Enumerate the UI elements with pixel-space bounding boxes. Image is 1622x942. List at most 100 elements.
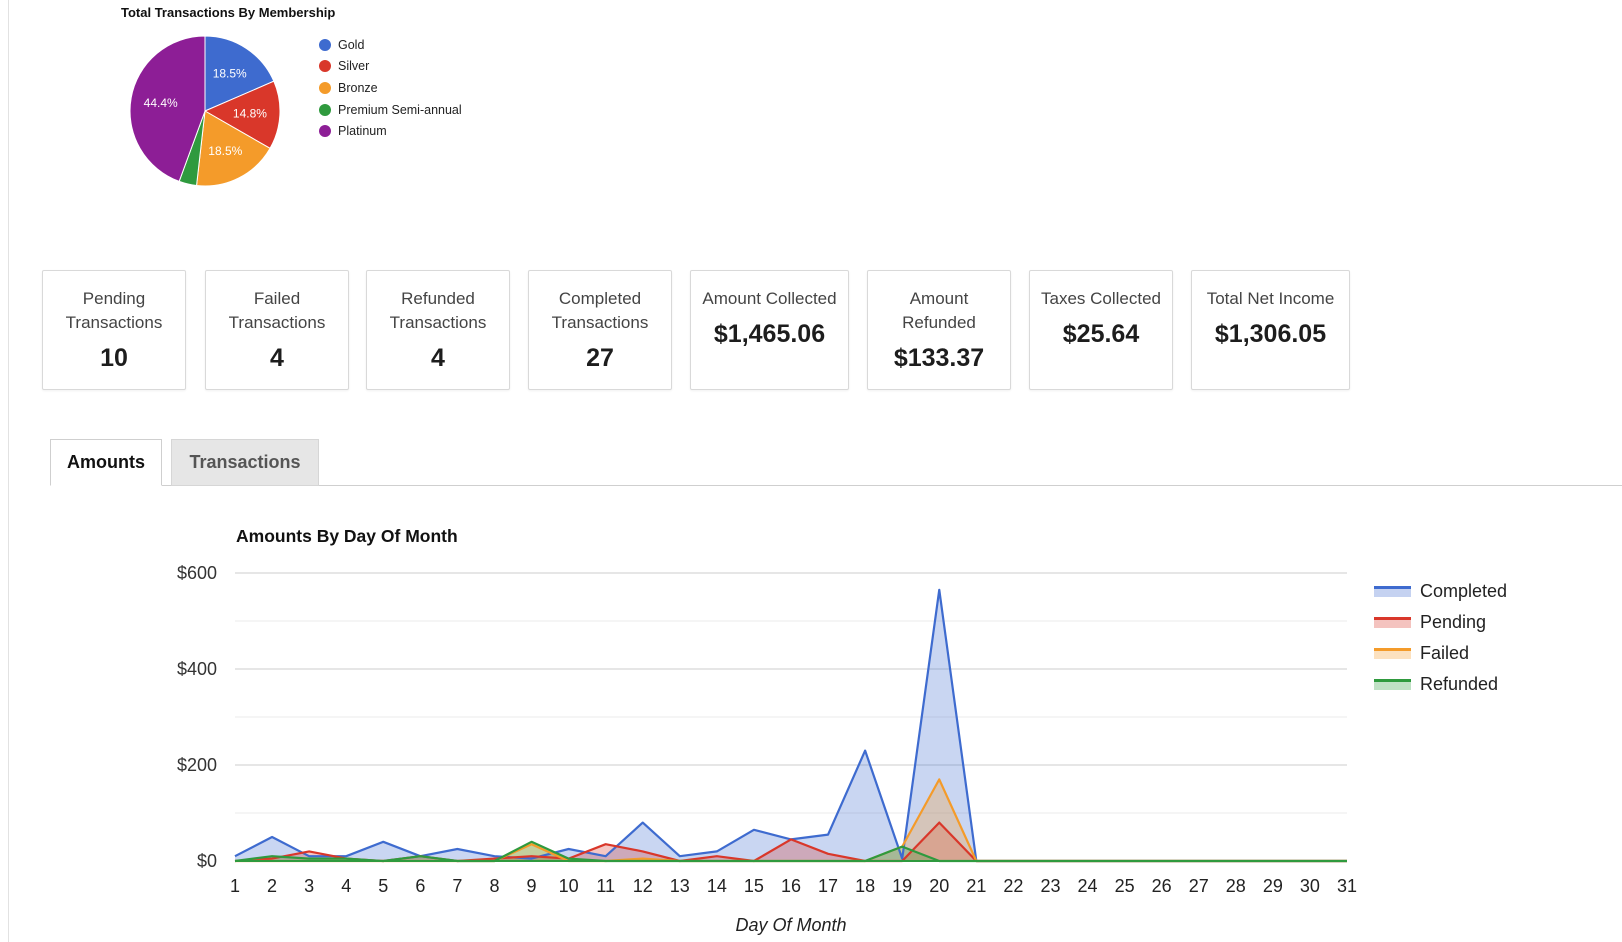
x-tick-label: 1 <box>230 876 240 896</box>
legend-swatch-icon <box>1374 648 1411 659</box>
stat-label: Refunded Transactions <box>389 289 487 332</box>
x-axis-title: Day Of Month <box>735 915 846 935</box>
x-tick-label: 18 <box>855 876 875 896</box>
pie-slice-label: 18.5% <box>208 144 242 158</box>
stat-value: 4 <box>270 344 284 372</box>
y-tick-label: $600 <box>177 563 217 583</box>
x-tick-label: 4 <box>341 876 351 896</box>
x-tick-label: 30 <box>1300 876 1320 896</box>
stat-label: Total Net Income <box>1206 289 1335 308</box>
pie-chart-title: Total Transactions By Membership <box>121 5 336 20</box>
x-tick-label: 26 <box>1152 876 1172 896</box>
line-legend-item-refunded[interactable]: Refunded <box>1374 669 1507 700</box>
pie-slice-label: 18.5% <box>213 66 247 80</box>
stat-label: Completed Transactions <box>551 289 649 332</box>
series-line-refunded <box>234 840 1347 863</box>
stat-card-failed-transactions: Failed Transactions 4 <box>205 270 349 390</box>
series-area-failed <box>235 779 1347 861</box>
stat-label: Failed Transactions <box>228 289 326 332</box>
stat-value: 4 <box>431 344 445 372</box>
series-line-pending <box>234 821 1347 863</box>
stat-card-completed-transactions: Completed Transactions 27 <box>528 270 672 390</box>
line-legend-item-completed[interactable]: Completed <box>1374 576 1507 607</box>
x-tick-label: 2 <box>267 876 277 896</box>
x-tick-label: 15 <box>744 876 764 896</box>
x-tick-label: 8 <box>489 876 499 896</box>
pie-legend-item-platinum[interactable]: Platinum <box>319 120 462 142</box>
x-tick-label: 12 <box>633 876 653 896</box>
x-tick-label: 31 <box>1337 876 1357 896</box>
series-area-pending <box>235 822 1347 861</box>
series-area-completed <box>235 589 1347 861</box>
x-tick-label: 29 <box>1263 876 1283 896</box>
series-area-refunded <box>235 841 1347 861</box>
x-tick-label: 13 <box>670 876 690 896</box>
x-tick-label: 17 <box>818 876 838 896</box>
x-tick-label: 21 <box>966 876 986 896</box>
x-tick-label: 19 <box>892 876 912 896</box>
legend-dot-icon <box>319 81 331 94</box>
stat-card-amount-refunded: Amount Refunded $133.37 <box>867 270 1011 390</box>
stat-value: $25.64 <box>1062 320 1140 348</box>
line-legend-label: Completed <box>1420 581 1508 601</box>
tab-transactions[interactable]: Transactions <box>171 439 319 486</box>
legend-dot-icon <box>319 38 331 51</box>
membership-pie-chart[interactable]: 18.5% 14.8% 18.5% 44.4% <box>130 36 280 186</box>
stat-card-total-net-income: Total Net Income $1,306.05 <box>1191 270 1350 390</box>
x-tick-label: 9 <box>527 876 537 896</box>
stat-card-taxes-collected: Taxes Collected $25.64 <box>1029 270 1173 390</box>
tab-bar-divider <box>50 485 1622 486</box>
stat-card-amount-collected: Amount Collected $1,465.06 <box>690 270 849 390</box>
line-chart-legend: Completed Pending Failed Refunded <box>1374 576 1507 700</box>
series-line-failed <box>235 778 1347 863</box>
pie-slice-platinum[interactable] <box>130 36 206 183</box>
stat-value: 10 <box>100 344 128 372</box>
x-tick-label: 16 <box>781 876 801 896</box>
x-tick-label: 14 <box>707 876 727 896</box>
stat-card-pending-transactions: Pending Transactions 10 <box>42 270 186 390</box>
x-tick-label: 27 <box>1189 876 1209 896</box>
stat-label: Amount Refunded <box>902 289 976 332</box>
y-tick-label: $400 <box>177 659 217 679</box>
line-legend-label: Pending <box>1420 612 1487 632</box>
x-tick-label: 5 <box>378 876 388 896</box>
pie-legend-item-gold[interactable]: Gold <box>319 34 462 56</box>
series-line-completed <box>234 588 1347 863</box>
left-border <box>8 0 9 942</box>
pie-slice-label: 14.8% <box>233 107 267 121</box>
stat-value: $133.37 <box>893 344 985 372</box>
pie-slice-gold[interactable] <box>204 36 275 112</box>
legend-dot-icon <box>319 60 331 73</box>
line-legend-label: Refunded <box>1420 674 1499 694</box>
stat-label: Amount Collected <box>702 289 837 308</box>
x-tick-label: 7 <box>452 876 462 896</box>
pie-legend-label: Gold <box>338 37 365 52</box>
pie-slice-silver[interactable] <box>203 80 280 150</box>
stat-card-refunded-transactions: Refunded Transactions 4 <box>366 270 510 390</box>
stat-label: Taxes Collected <box>1040 289 1161 308</box>
pie-slice-label: 44.4% <box>144 96 178 110</box>
legend-swatch-icon <box>1374 617 1411 628</box>
x-tick-label: 20 <box>929 876 949 896</box>
x-tick-label: 6 <box>415 876 425 896</box>
y-tick-label: $200 <box>177 755 217 775</box>
pie-legend-item-premium-semi-annual[interactable]: Premium Semi-annual <box>319 99 462 121</box>
line-legend-item-pending[interactable]: Pending <box>1374 607 1507 638</box>
x-tick-label: 10 <box>559 876 579 896</box>
x-tick-label: 3 <box>304 876 314 896</box>
line-chart-title: Amounts By Day Of Month <box>236 526 458 546</box>
stat-value: $1,465.06 <box>713 320 826 348</box>
line-legend-item-failed[interactable]: Failed <box>1374 638 1507 669</box>
pie-slice-bronze[interactable] <box>195 110 271 186</box>
pie-legend-label: Premium Semi-annual <box>338 102 462 117</box>
line-legend-label: Failed <box>1420 643 1470 663</box>
pie-legend-item-silver[interactable]: Silver <box>319 56 462 78</box>
pie-legend-item-bronze[interactable]: Bronze <box>319 77 462 99</box>
legend-dot-icon <box>319 125 331 138</box>
stat-label: Pending Transactions <box>65 289 163 332</box>
y-tick-label: $0 <box>197 851 217 871</box>
x-tick-label: 11 <box>596 876 615 896</box>
legend-dot-icon <box>319 103 331 116</box>
tab-amounts[interactable]: Amounts <box>50 439 162 486</box>
stat-value: $1,306.05 <box>1214 320 1327 348</box>
